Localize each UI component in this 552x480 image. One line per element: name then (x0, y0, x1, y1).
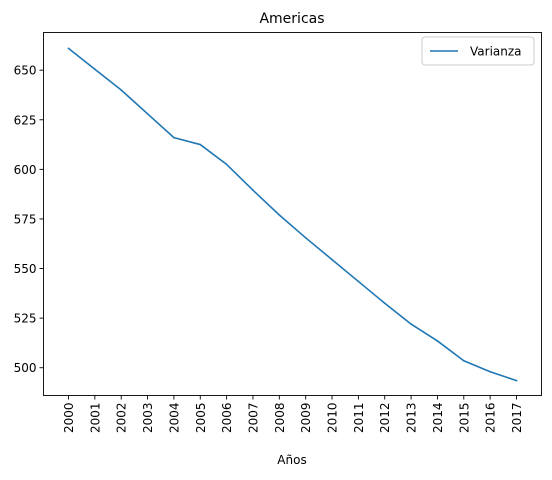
x-tick-label: 2008 (273, 403, 287, 434)
data-point (383, 302, 386, 305)
data-point (67, 47, 70, 50)
x-tick-label: 2006 (220, 403, 234, 434)
chart-title: Americas (259, 11, 324, 27)
x-tick-label: 2016 (484, 403, 498, 434)
y-tick-label: 600 (14, 163, 37, 177)
y-tick-label: 525 (14, 312, 37, 326)
data-point (515, 379, 518, 382)
x-tick-label: 2011 (352, 403, 366, 434)
legend-label: Varianza (470, 45, 522, 59)
data-point (225, 163, 228, 166)
y-tick-label: 650 (14, 64, 37, 78)
x-tick-label: 2014 (431, 403, 445, 434)
legend-box (421, 36, 535, 66)
plot-area (43, 32, 542, 396)
data-point (436, 340, 439, 342)
y-tick-label: 625 (14, 113, 37, 127)
data-point (120, 89, 123, 91)
x-tick-label: 2001 (88, 403, 102, 434)
data-point (357, 280, 360, 283)
data-point (173, 136, 175, 139)
y-tick-label: 500 (14, 361, 37, 375)
data-point (331, 258, 333, 261)
x-tick-label: 2003 (141, 403, 155, 434)
legend: Varianza (421, 36, 535, 66)
plot-frame (43, 32, 542, 396)
series-group (67, 47, 518, 382)
x-axis-label: Años (277, 453, 306, 467)
x-tick-label: 2005 (194, 403, 208, 434)
x-tick-label: 2012 (378, 403, 392, 434)
y-axis: 500 525 550 575 600 625 650 (14, 64, 44, 375)
data-point (489, 370, 491, 373)
data-point (252, 189, 254, 191)
x-tick-label: 2009 (299, 403, 313, 434)
x-tick-label: 2013 (405, 403, 419, 434)
y-tick-label: 575 (14, 212, 37, 226)
data-point (199, 143, 202, 146)
x-tick-label: 2007 (246, 403, 260, 434)
x-tick-label: 2004 (167, 403, 181, 434)
y-tick-label: 550 (14, 262, 37, 276)
data-point (146, 113, 149, 115)
x-tick-label: 2010 (326, 403, 340, 434)
x-axis: 2000 2001 2002 2003 2004 2005 2006 2007 2008 2009… (62, 395, 524, 434)
x-tick-label: 2015 (457, 403, 471, 434)
data-point (278, 214, 281, 216)
data-point (410, 323, 412, 325)
x-tick-label: 2000 (62, 403, 76, 434)
data-point (462, 359, 465, 362)
data-point (304, 237, 307, 239)
x-tick-label: 2002 (115, 403, 129, 434)
data-point (94, 68, 96, 70)
series-line-0 (67, 47, 518, 382)
x-tick-label: 2017 (510, 403, 524, 434)
